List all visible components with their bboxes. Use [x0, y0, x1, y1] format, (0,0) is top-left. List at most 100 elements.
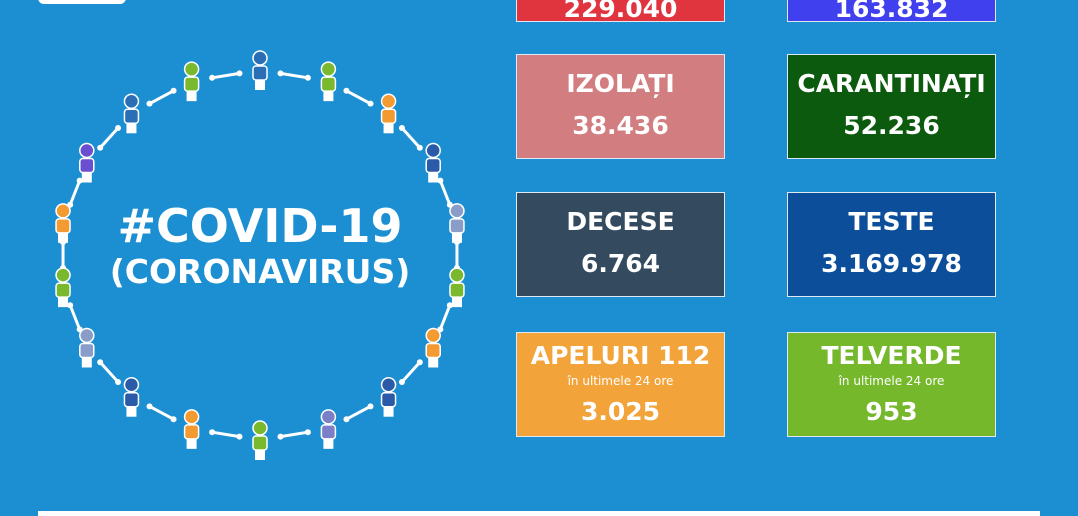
person-body [380, 391, 397, 408]
person-head [449, 203, 465, 219]
arrow-head [97, 359, 104, 366]
arrow [345, 405, 372, 421]
arrow [438, 304, 452, 330]
arrow [280, 430, 309, 439]
arrow [68, 304, 82, 330]
person-head [380, 376, 397, 393]
person-legs [186, 91, 197, 102]
arrow-head [170, 87, 177, 94]
people-ring [55, 50, 465, 460]
arrow-head [209, 74, 216, 81]
stat-value: 3.025 [580, 397, 661, 426]
person-legs [451, 232, 462, 243]
stat-sublabel: în ultimele 24 ore [567, 374, 674, 388]
person-head [449, 267, 465, 283]
arrow [400, 361, 421, 383]
person-head [55, 267, 71, 283]
arrow [400, 127, 421, 149]
arrow-head [446, 302, 453, 309]
person-body [79, 342, 95, 359]
stat-label: TESTE [848, 207, 935, 236]
person-legs [323, 438, 334, 449]
corner-badge [38, 0, 126, 4]
arrow [280, 71, 309, 80]
person-head [79, 327, 95, 344]
arrow [211, 430, 240, 439]
arrow-head [115, 125, 122, 132]
person-head [123, 376, 140, 393]
person-legs [81, 172, 92, 183]
stat-value: 163.832 [834, 0, 949, 23]
person-body [252, 435, 268, 451]
person-head [55, 203, 71, 219]
person-body [320, 424, 337, 440]
person-legs [58, 232, 69, 243]
arrow [148, 89, 175, 105]
person-legs [126, 406, 137, 417]
arrow-head [76, 177, 83, 184]
arrow-head [398, 378, 405, 385]
person-legs [58, 297, 69, 308]
arrow-head [277, 433, 284, 440]
arrow-head [146, 100, 153, 107]
arrow-head [367, 403, 374, 410]
person-head [252, 50, 268, 66]
arrow-head [236, 433, 243, 440]
stat-box: DECESE 6.764 [516, 192, 725, 297]
stat-label: DECESE [566, 207, 675, 236]
person-legs [323, 91, 334, 102]
person-head [425, 327, 441, 344]
stat-box: 163.832 [787, 0, 996, 23]
arrow-head [343, 87, 350, 94]
stat-value: 229.040 [563, 0, 678, 23]
stat-box: 229.040 [516, 0, 725, 23]
arrow-head [398, 125, 405, 132]
arrow [438, 180, 452, 206]
person-legs [383, 406, 394, 417]
arrow-head [146, 403, 153, 410]
stat-value: 3.169.978 [821, 249, 962, 278]
person-head [183, 409, 200, 425]
person-head [183, 61, 200, 77]
arrow [211, 71, 240, 80]
person-head [123, 93, 140, 110]
arrow-head [416, 359, 423, 366]
arrow-head [343, 416, 350, 423]
arrow [148, 405, 175, 421]
person-body [252, 65, 268, 81]
person-legs [186, 438, 197, 449]
person-legs [428, 172, 439, 183]
person-head [380, 93, 397, 110]
person-head [252, 420, 268, 436]
stat-sublabel: în ultimele 24 ore [838, 374, 945, 388]
arrow-head [170, 416, 177, 423]
person-legs [255, 80, 265, 90]
stat-value: 6.764 [580, 249, 661, 278]
stat-box: TESTE 3.169.978 [787, 192, 996, 297]
logo: #COVID-19 (CORONAVIRUS) [60, 200, 460, 292]
stat-label: TELVERDE [821, 341, 962, 370]
arrow [99, 127, 120, 149]
stat-value: 953 [865, 397, 918, 426]
person-legs [383, 123, 394, 134]
arrow-head [367, 100, 374, 107]
arrow-head [437, 177, 444, 184]
stat-box: CARANTINAȚI 52.236 [787, 54, 996, 159]
stat-value: 52.236 [843, 111, 940, 140]
person-body [123, 391, 140, 408]
arrow [68, 180, 82, 206]
stat-box: TELVERDE în ultimele 24 ore 953 [787, 332, 996, 437]
logo-title: #COVID-19 [117, 199, 403, 253]
stat-value: 38.436 [572, 111, 669, 140]
bottom-bar [38, 511, 1040, 516]
logo-subtitle: (CORONAVIRUS) [109, 252, 411, 291]
arrow-head [277, 70, 284, 77]
person-legs [255, 450, 265, 460]
arrow [99, 361, 120, 383]
person-head [320, 409, 337, 425]
arrow-head [97, 144, 104, 151]
arrow-head [416, 144, 423, 151]
person-body [183, 76, 200, 92]
person-body [425, 157, 441, 174]
